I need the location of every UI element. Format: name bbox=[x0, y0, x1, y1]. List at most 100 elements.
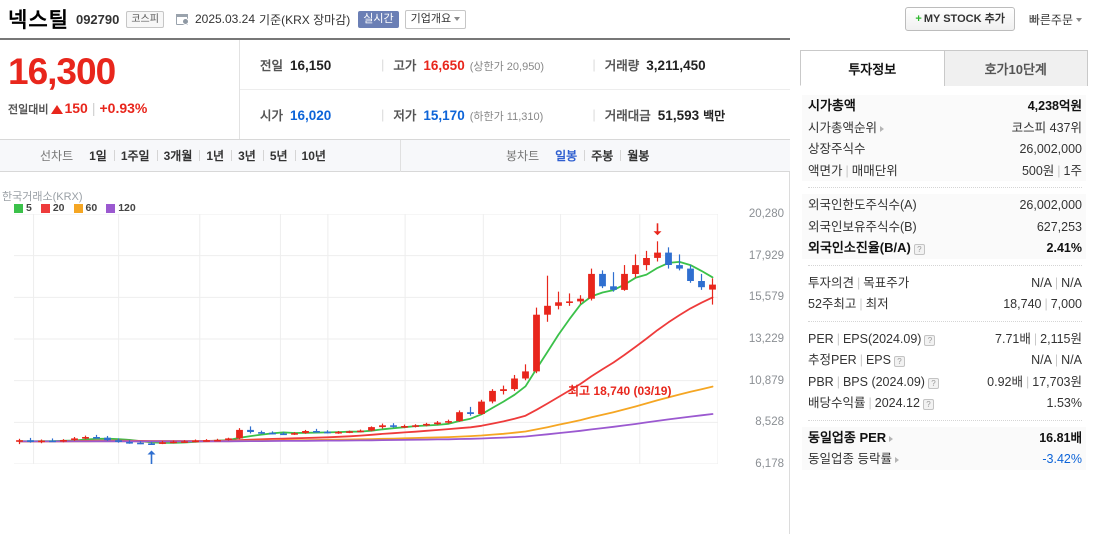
info-row: 상장주식수 26,002,000 bbox=[808, 138, 1082, 160]
section-divider bbox=[808, 187, 1082, 188]
chevron-right-icon bbox=[894, 457, 899, 463]
candle-button-1[interactable]: 주봉 bbox=[584, 147, 620, 164]
panel-tab-0[interactable]: 투자정보 bbox=[800, 50, 944, 86]
open-cell: 시가 16,020 bbox=[260, 105, 372, 124]
y-axis-tick: 10,879 bbox=[748, 374, 784, 387]
info-row-value: 코스피 437위 bbox=[1011, 120, 1082, 135]
y-axis-tick: 17,929 bbox=[748, 249, 784, 262]
info-row-label-2: 목표주가 bbox=[863, 275, 910, 290]
info-row[interactable]: 배당수익률 | 2024.12? 1.53% bbox=[808, 392, 1082, 414]
chevron-down-icon bbox=[1076, 18, 1082, 23]
info-row[interactable]: PER | EPS(2024.09)? 7.71배 | 2,115원 bbox=[808, 328, 1082, 350]
info-row-value: 26,002,000 bbox=[1019, 198, 1082, 212]
y-axis-tick: 15,579 bbox=[748, 291, 784, 304]
info-row[interactable]: 동일업종 PER 16.81배 bbox=[808, 427, 1082, 449]
ma-color-swatch bbox=[14, 203, 23, 213]
price-change-block: 전일대비 150 | +0.93% bbox=[8, 100, 148, 116]
realtime-badge[interactable]: 실시간 bbox=[358, 10, 399, 28]
info-row[interactable]: 추정PER | EPS? N/A | N/A bbox=[808, 349, 1082, 371]
prev-close-cell: 전일 16,150 bbox=[260, 55, 372, 74]
info-row-label: 외국인한도주식수(A) bbox=[808, 198, 917, 212]
upper-limit: (상한가 20,950) bbox=[469, 61, 545, 73]
section-divider bbox=[808, 264, 1082, 266]
quote-basis: 기준(KRX 장마감) bbox=[259, 12, 351, 27]
y-axis-tick: 8,528 bbox=[755, 416, 784, 429]
volume-value: 3,211,450 bbox=[646, 58, 706, 73]
info-row[interactable]: 동일업종 등락률 -3.42% bbox=[808, 448, 1082, 470]
ma-color-swatch bbox=[73, 203, 83, 213]
label-separator: | bbox=[857, 275, 861, 290]
line-chart-controls: 선차트 1일 1주일 3개월 1년 3년 5년 10년 bbox=[0, 147, 400, 164]
info-row-label: 외국인보유주식수(B) bbox=[808, 219, 917, 234]
candle-button-0[interactable]: 일봉 bbox=[555, 149, 578, 163]
info-row-label: PBR bbox=[808, 374, 834, 389]
chevron-down-icon bbox=[454, 16, 461, 21]
info-row-value-2: 7,000 bbox=[1050, 297, 1082, 311]
info-row-label: 액면가 bbox=[808, 163, 843, 178]
price-chart[interactable]: 한국거래소(KRX) 5 20 60 120 20,280 17,929 15,579 13… bbox=[0, 172, 790, 534]
ma-legend-label: 20 bbox=[52, 202, 65, 214]
period-button-0[interactable]: 1일 bbox=[89, 149, 107, 163]
low-label: 저가 bbox=[393, 109, 417, 123]
y-axis-tick: 6,178 bbox=[755, 458, 784, 470]
info-group-1: 외국인한도주식수(A) 26,002,000 외국인보유주식수(B) 627,253 외… bbox=[802, 194, 1086, 259]
label-separator: | bbox=[836, 331, 840, 346]
add-my-stock-button[interactable]: + MY STOCK 추가 bbox=[905, 7, 1015, 31]
candlestick-plot bbox=[14, 214, 718, 464]
prev-close-label: 전일 bbox=[260, 59, 284, 73]
info-row-label: 동일업종 PER bbox=[808, 429, 887, 445]
info-row-label-2: 매매단위 bbox=[851, 163, 898, 178]
period-button-4[interactable]: 3년 bbox=[231, 147, 263, 164]
info-row-label: 배당수익률 bbox=[808, 396, 866, 410]
info-row-label: 시가총액순위 bbox=[808, 120, 878, 135]
plus-icon: + bbox=[915, 13, 922, 25]
trade-value-label: 거래대금 bbox=[604, 109, 651, 123]
price-change-percent: +0.93% bbox=[99, 100, 148, 116]
info-row-value: 26,002,000 bbox=[1019, 142, 1082, 156]
label-separator: | bbox=[845, 163, 849, 178]
info-row-label-2: EPS(2024.09) bbox=[842, 331, 922, 346]
info-group-4: 동일업종 PER 16.81배 동일업종 등락률 -3.42% bbox=[802, 426, 1086, 470]
info-row-value-2: 1주 bbox=[1063, 163, 1082, 178]
candle-chart-label: 봉차트 bbox=[506, 149, 540, 163]
period-button-1[interactable]: 1주일 bbox=[113, 147, 157, 164]
market-badge: 코스피 bbox=[126, 10, 164, 28]
prev-close-value: 16,150 bbox=[290, 58, 332, 73]
info-row-label: 외국인소진율(B/A) bbox=[808, 240, 911, 255]
y-axis-tick: 13,229 bbox=[748, 333, 784, 345]
candle-button-2[interactable]: 월봉 bbox=[620, 147, 656, 164]
info-row-value: 1.53% bbox=[1046, 396, 1082, 410]
company-summary-label: 기업개요 bbox=[410, 12, 452, 25]
panel-tab-1[interactable]: 호가10단계 bbox=[943, 50, 1088, 86]
info-row-value: 18,740 bbox=[1003, 297, 1042, 311]
period-button-6[interactable]: 10년 bbox=[294, 147, 333, 164]
help-icon[interactable]: ? bbox=[913, 244, 925, 255]
info-row-value: N/A bbox=[1031, 353, 1052, 367]
help-icon[interactable]: ? bbox=[893, 356, 905, 367]
help-icon[interactable]: ? bbox=[927, 377, 939, 389]
info-row[interactable]: 시가총액순위 코스피 437위 bbox=[808, 117, 1082, 139]
info-row-label: 추정PER bbox=[808, 353, 857, 367]
price-summary: 16,300 전일대비 150 | +0.93% 전일 16,150 | 고가 16,65… bbox=[0, 38, 790, 140]
help-icon[interactable]: ? bbox=[922, 399, 934, 410]
info-row[interactable]: PBR | BPS (2024.09)? 0.92배 | 17,703원 bbox=[808, 371, 1082, 393]
candle-chart-controls: 봉차트 일봉 주봉 월봉 bbox=[401, 147, 656, 164]
divider: | bbox=[592, 57, 596, 72]
info-row[interactable]: 외국인소진율(B/A)? 2.41% bbox=[808, 237, 1082, 259]
period-button-3[interactable]: 1년 bbox=[199, 147, 231, 164]
triangle-up-icon bbox=[51, 105, 64, 114]
volume-label: 거래량 bbox=[604, 59, 640, 73]
info-row-value: 2.41% bbox=[1046, 241, 1082, 255]
info-row-label-2: 2024.12 bbox=[874, 396, 920, 410]
quick-order-dropdown[interactable]: 빠른주문 bbox=[1029, 11, 1082, 28]
label-separator: | bbox=[868, 396, 872, 410]
info-row: 시가총액 4,238억원 bbox=[808, 95, 1082, 117]
company-summary-dropdown[interactable]: 기업개요 bbox=[404, 9, 467, 29]
period-button-2[interactable]: 3개월 bbox=[156, 147, 200, 164]
help-icon[interactable]: ? bbox=[924, 334, 936, 346]
period-button-5[interactable]: 5년 bbox=[262, 147, 295, 164]
moving-average-legend: 5 20 60 120 bbox=[14, 202, 145, 214]
y-axis: 20,280 17,929 15,579 13,229 10,879 8,528 6,178 bbox=[722, 208, 788, 470]
toolbar-divider bbox=[400, 139, 401, 172]
